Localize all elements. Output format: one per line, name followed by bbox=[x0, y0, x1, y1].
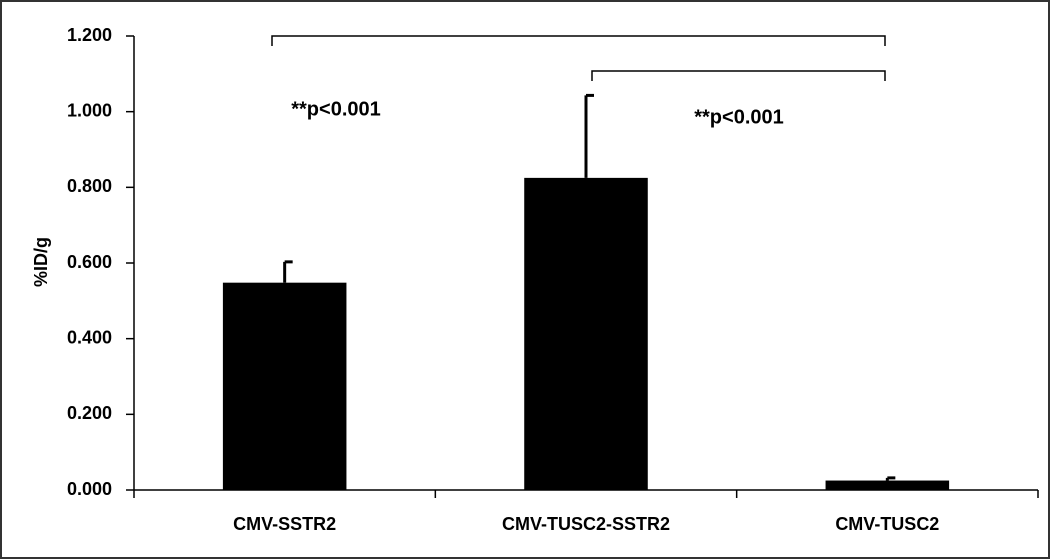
bar bbox=[524, 177, 648, 490]
y-tick-label: 0.600 bbox=[67, 252, 112, 272]
y-axis-label: %ID/g bbox=[31, 237, 51, 287]
y-tick-label: 1.000 bbox=[67, 100, 112, 120]
bar bbox=[222, 282, 347, 490]
x-tick-label: CMV-TUSC2-SSTR2 bbox=[502, 514, 670, 534]
y-tick-label: 1.200 bbox=[67, 25, 112, 45]
significance-bracket bbox=[271, 35, 886, 46]
y-tick-label: 0.000 bbox=[67, 479, 112, 499]
x-tick-label: CMV-TUSC2 bbox=[835, 514, 939, 534]
y-tick-label: 0.200 bbox=[67, 403, 112, 423]
annotation: **p<0.001 bbox=[694, 106, 784, 128]
y-tick-label: 0.400 bbox=[67, 327, 112, 347]
bar bbox=[825, 480, 950, 490]
significance-bracket bbox=[591, 70, 886, 81]
y-tick-label: 0.800 bbox=[67, 176, 112, 196]
x-tick-label: CMV-SSTR2 bbox=[233, 514, 336, 534]
annotation: **p<0.001 bbox=[291, 98, 381, 120]
